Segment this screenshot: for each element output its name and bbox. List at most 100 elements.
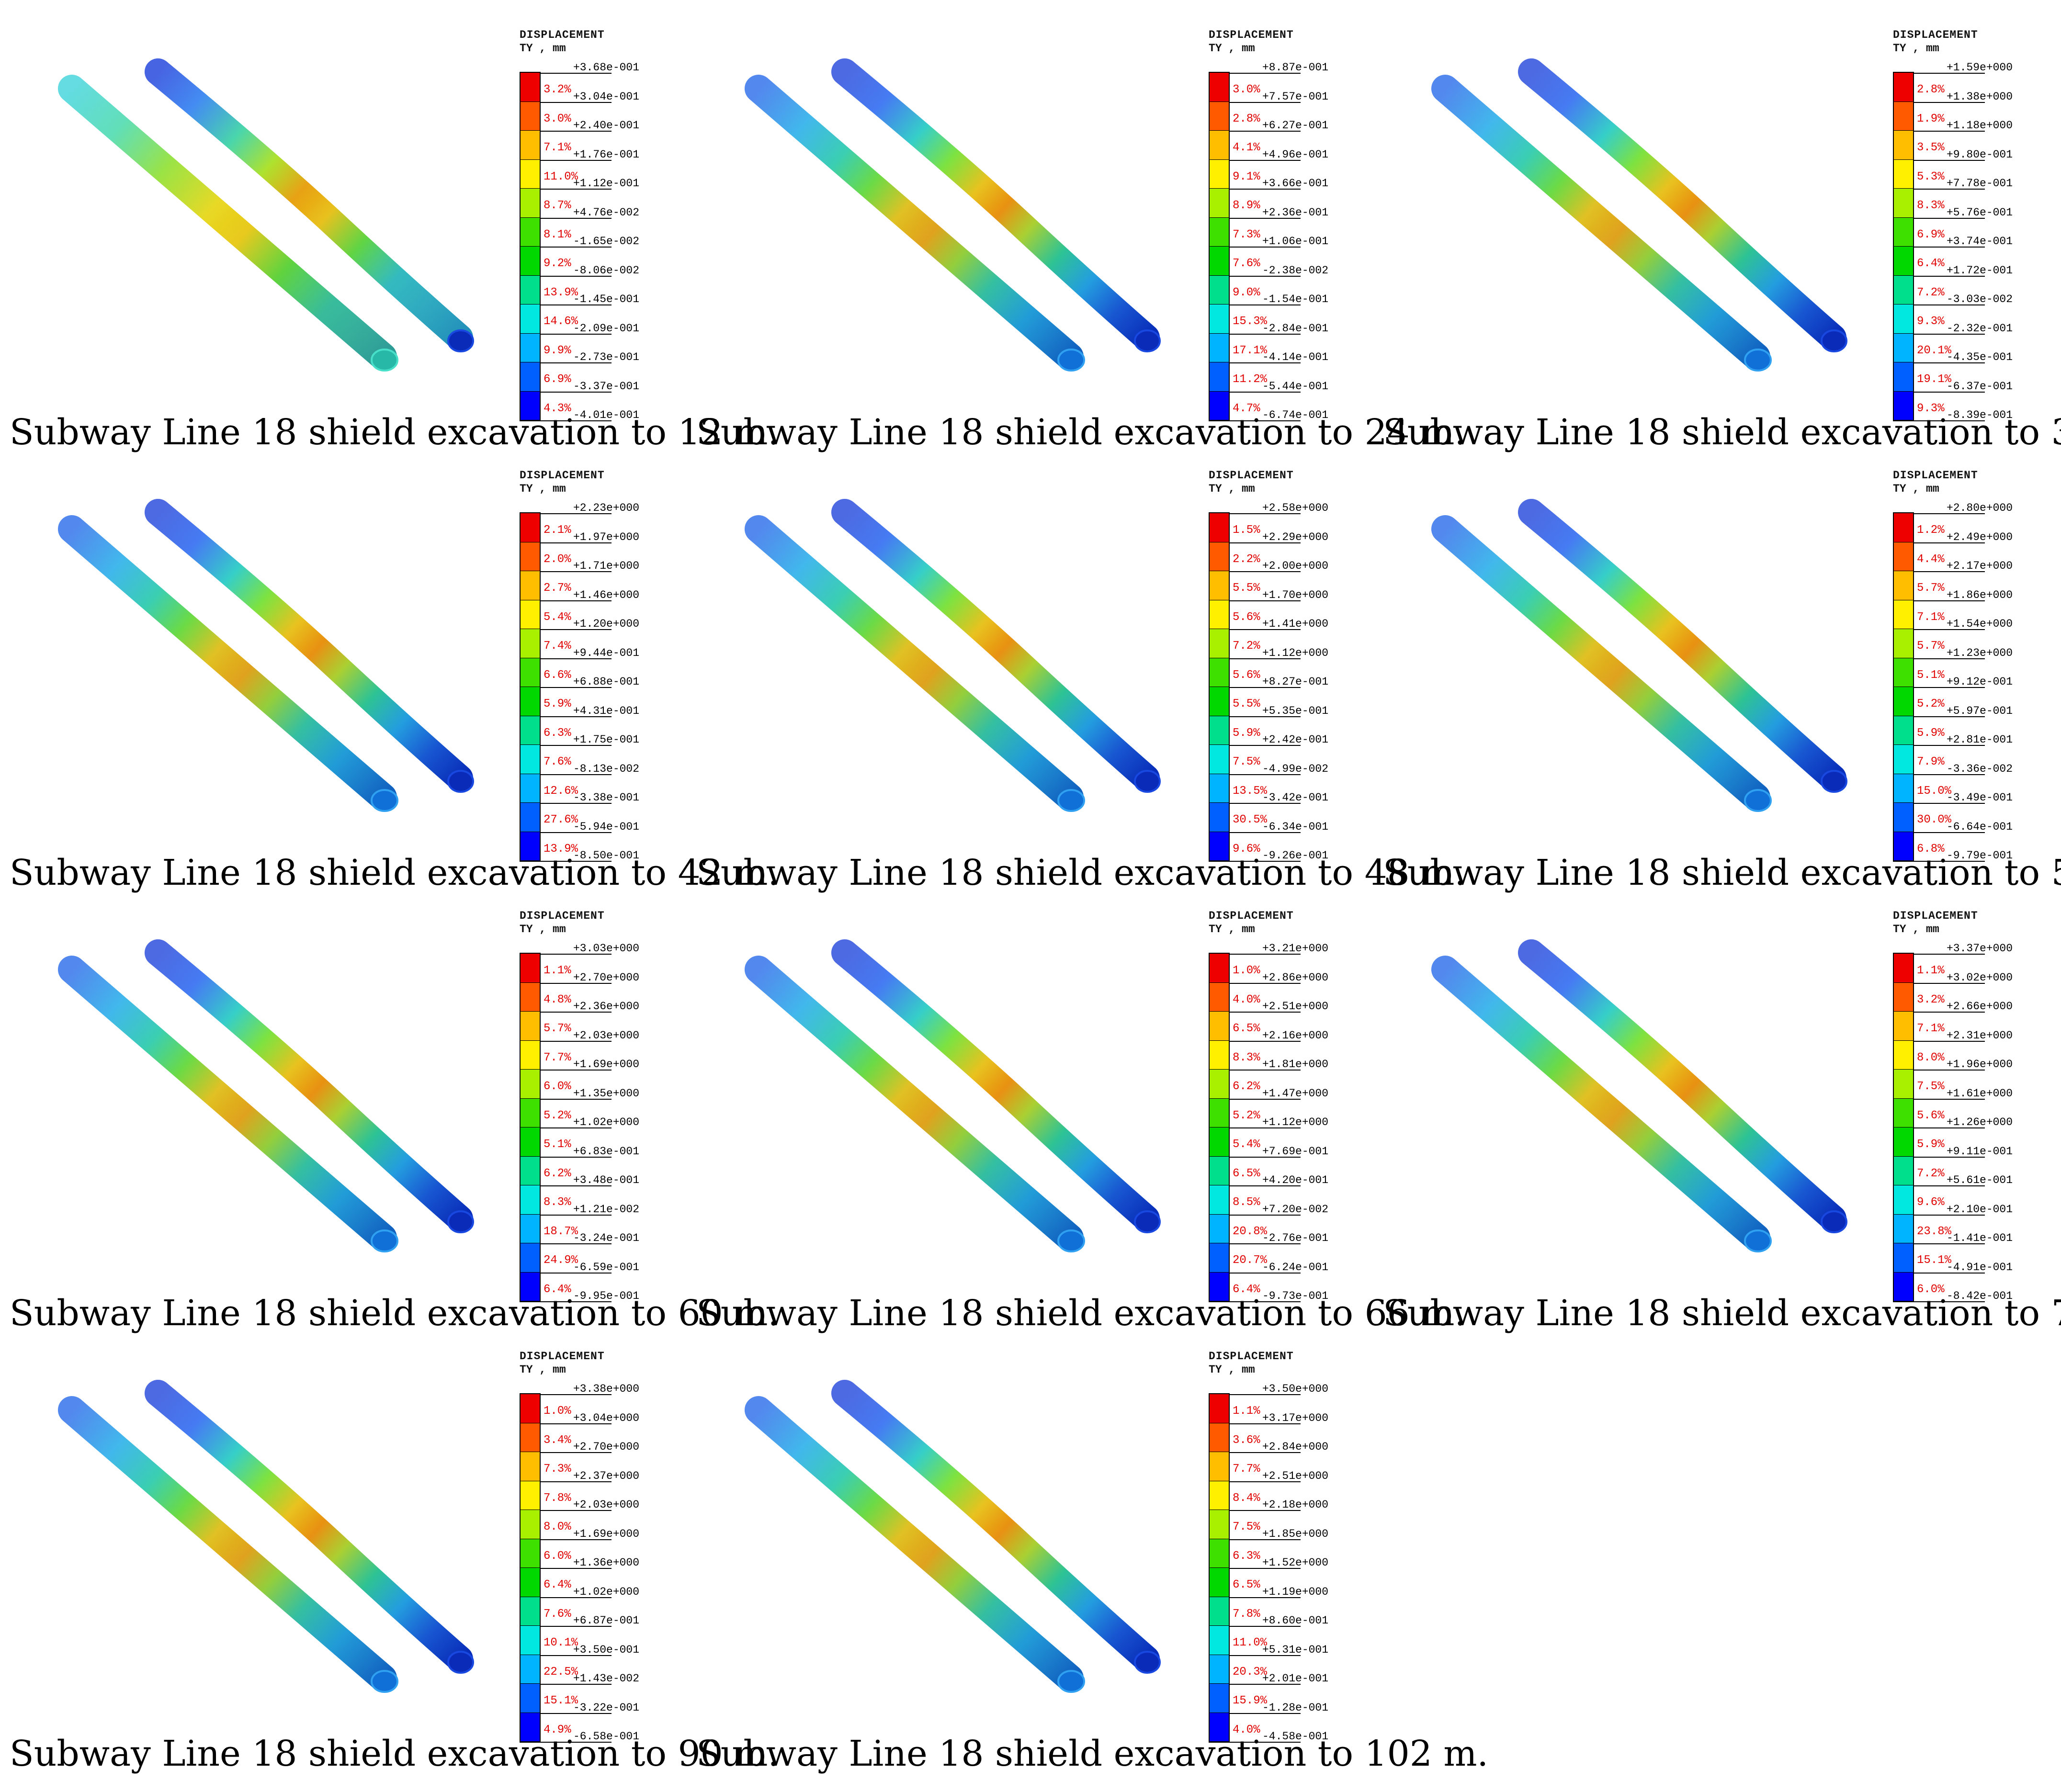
legend-tick-line — [540, 217, 612, 219]
left-tunnel-opening — [371, 1229, 398, 1252]
legend-tick-line — [1913, 189, 1985, 190]
legend-percentage: 6.4% — [544, 1578, 571, 1591]
legend-percentage: 6.5% — [1233, 1022, 1260, 1035]
legend-swatch — [1210, 1423, 1229, 1452]
legend-tick-line — [540, 542, 612, 543]
legend-title: DISPLACEMENT — [1893, 469, 1978, 482]
legend-tick-value: +5.76e-001 — [1947, 206, 2013, 219]
panel-caption: Subway Line 18 shield excavation to 78 m… — [1383, 1293, 2061, 1334]
legend-percentage: 8.9% — [1233, 199, 1260, 212]
legend-tick-value: +2.40e-001 — [573, 119, 640, 132]
legend-swatch — [1210, 774, 1229, 803]
legend-tick-line — [540, 1185, 612, 1186]
legend-percentage: 20.1% — [1917, 344, 1952, 357]
legend-swatch — [521, 1713, 540, 1742]
legend-swatch — [1210, 954, 1229, 983]
legend-tick-line — [1229, 571, 1301, 572]
legend-tick-line — [1229, 1655, 1301, 1656]
legend-tick-value: +1.23e+000 — [1947, 646, 2013, 659]
legend-tick-value: -1.28e-001 — [1262, 1701, 1329, 1714]
legend-swatch — [1210, 542, 1229, 571]
legend-tick-value: +2.31e+000 — [1947, 1029, 2013, 1042]
legend-percentage: 11.0% — [1233, 1636, 1268, 1649]
legend-tick-value: -8.13e-002 — [573, 762, 640, 775]
legend-swatch — [521, 1243, 540, 1273]
panel-excavation-2: DISPLACEMENT TY , mm 3.0% 2.8% 4.1% 9.1% 8.9% 7… — [687, 0, 1466, 453]
legend-tick-line — [540, 1012, 612, 1013]
legend-tick-value: -4.58e-001 — [1262, 1730, 1329, 1743]
legend-percentage: 6.0% — [544, 1549, 571, 1563]
legend-tick-value: +9.44e-001 — [573, 646, 640, 659]
legend-tick-line — [1913, 1185, 1985, 1186]
legend-swatch — [521, 391, 540, 420]
legend-tick-value: +3.38e+000 — [573, 1383, 640, 1395]
tunnel-model-view — [58, 1380, 474, 1693]
left-tunnel-opening — [1057, 349, 1085, 372]
legend-tick-line — [1913, 803, 1985, 804]
legend-tick-value: +1.69e+000 — [573, 1527, 640, 1540]
right-tunnel-opening — [1821, 1210, 1847, 1233]
legend-percentage: 8.4% — [1233, 1491, 1260, 1505]
legend-tick-value: +1.20e+000 — [573, 618, 640, 630]
tunnel-model-view — [1431, 939, 1847, 1252]
legend-tick-line — [1229, 1040, 1301, 1042]
legend-tick-line — [1229, 304, 1301, 305]
tunnel-model-view — [58, 939, 474, 1252]
legend-tick-line — [1913, 159, 1985, 161]
legend-tick-value: +1.71e+000 — [573, 560, 640, 572]
legend-swatch — [1894, 247, 1913, 276]
legend-percentage: 5.4% — [1233, 1138, 1260, 1151]
legend-swatch — [1210, 1510, 1229, 1539]
legend-tick-line — [1913, 420, 1985, 421]
legend-tick-value: +2.70e+000 — [573, 971, 640, 984]
legend-title: DISPLACEMENT — [520, 29, 605, 41]
legend-tick-value: -6.34e-001 — [1262, 820, 1329, 833]
legend-swatch — [521, 982, 540, 1012]
legend-tick-line — [1229, 131, 1301, 132]
legend-percentage: 7.8% — [1233, 1607, 1260, 1621]
legend-percentage: 5.3% — [1917, 170, 1945, 183]
legend-swatch — [1894, 189, 1913, 218]
legend-percentage: 7.6% — [544, 755, 571, 768]
legend-tick-value: +1.06e-001 — [1262, 235, 1329, 248]
legend-tick-value: +2.10e-001 — [1947, 1203, 2013, 1216]
legend-tick-value: +2.18e+000 — [1262, 1499, 1329, 1511]
legend-percentage: 5.9% — [1233, 726, 1260, 740]
legend-percentage: 5.7% — [1917, 640, 1945, 653]
legend-percentage: 13.5% — [1233, 784, 1268, 798]
legend-swatch — [1210, 1452, 1229, 1481]
legend-tick-value: +1.97e+000 — [573, 530, 640, 543]
legend-tick-value: +1.86e+000 — [1947, 588, 2013, 601]
legend-percentage: 5.7% — [1917, 582, 1945, 595]
right-tunnel-opening — [1821, 770, 1847, 793]
legend-tick-value: +5.61e-001 — [1947, 1174, 2013, 1186]
legend-percentage: 6.4% — [1233, 1283, 1260, 1296]
legend-percentage: 8.0% — [1917, 1051, 1945, 1064]
legend-tick-value: +1.75e-001 — [573, 733, 640, 746]
legend-percentage: 24.9% — [544, 1254, 578, 1267]
legend-swatch — [521, 189, 540, 218]
legend-swatch — [1210, 1127, 1229, 1157]
legend-swatch — [1894, 1156, 1913, 1185]
legend-swatch — [1210, 1684, 1229, 1713]
legend-tick-value: +2.51e+000 — [1262, 1000, 1329, 1013]
legend-swatch — [1210, 1012, 1229, 1041]
legend-percentage: 13.9% — [544, 842, 578, 856]
legend-tick-value: +1.19e+000 — [1262, 1585, 1329, 1598]
legend-swatch — [1894, 832, 1913, 861]
legend-swatch — [1894, 1243, 1913, 1273]
legend-swatch — [1210, 687, 1229, 716]
legend-tick-line — [1913, 954, 1985, 955]
legend-swatch — [521, 1012, 540, 1041]
legend-percentage: 2.0% — [544, 552, 571, 566]
legend-tick-value: +1.76e-001 — [573, 148, 640, 161]
legend-tick-value: +1.12e+000 — [1262, 646, 1329, 659]
legend-swatch — [1894, 304, 1913, 334]
legend-swatch — [1210, 1185, 1229, 1215]
legend-tick-line — [540, 1423, 612, 1424]
legend-percentage: 30.0% — [1917, 813, 1952, 826]
legend-percentage: 6.5% — [1233, 1578, 1260, 1591]
legend-tick-line — [1229, 1156, 1301, 1158]
legend-swatch — [1210, 101, 1229, 131]
legend-tick-value: -6.59e-001 — [573, 1261, 640, 1274]
